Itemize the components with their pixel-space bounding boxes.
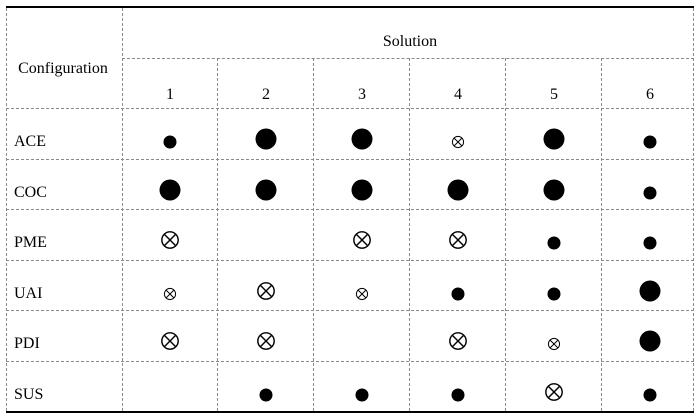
- filled-circle-small-icon: [643, 135, 657, 149]
- circled-x-small-icon: [451, 135, 465, 149]
- column-number: 6: [646, 86, 654, 103]
- solution-header: Solution: [382, 33, 438, 50]
- row-label: SUS: [14, 386, 44, 403]
- filled-circle-large-icon: [639, 280, 661, 302]
- filled-circle-small-icon: [355, 388, 369, 402]
- column-divider: [601, 58, 602, 411]
- row-divider: [6, 159, 694, 160]
- row-label: COC: [14, 184, 47, 201]
- circled-x-small-icon: [163, 287, 177, 301]
- row-label: UAI: [14, 285, 43, 302]
- row-divider: [6, 260, 694, 261]
- filled-circle-small-icon: [259, 388, 273, 402]
- filled-circle-small-icon: [163, 135, 177, 149]
- filled-circle-large-icon: [255, 128, 277, 150]
- circled-x-large-icon: [545, 383, 564, 402]
- filled-circle-small-icon: [547, 236, 561, 250]
- filled-circle-large-icon: [351, 128, 373, 150]
- filled-circle-large-icon: [159, 179, 181, 201]
- column-number: 3: [358, 86, 366, 103]
- column-divider: [217, 58, 218, 411]
- top-rule: [6, 6, 694, 8]
- filled-circle-small-icon: [547, 287, 561, 301]
- column-number: 5: [550, 86, 558, 103]
- filled-circle-small-icon: [643, 388, 657, 402]
- circled-x-small-icon: [355, 287, 369, 301]
- row-label: PDI: [14, 335, 40, 352]
- column-divider: [409, 58, 410, 411]
- circled-x-large-icon: [257, 332, 276, 351]
- column-number: 2: [262, 86, 270, 103]
- filled-circle-large-icon: [543, 128, 565, 150]
- circled-x-large-icon: [449, 231, 468, 250]
- row-label: ACE: [14, 133, 46, 150]
- filled-circle-small-icon: [451, 388, 465, 402]
- filled-circle-small-icon: [643, 236, 657, 250]
- configuration-header: Configuration: [18, 60, 108, 77]
- bottom-rule: [6, 411, 694, 413]
- filled-circle-large-icon: [351, 179, 373, 201]
- filled-circle-large-icon: [255, 179, 277, 201]
- column-divider: [313, 58, 314, 411]
- spanner-rule: [122, 58, 694, 59]
- circled-x-small-icon: [547, 337, 561, 351]
- row-divider: [6, 310, 694, 311]
- row-divider: [6, 209, 694, 210]
- row-label: PME: [14, 234, 47, 251]
- column-divider: [505, 58, 506, 411]
- column-number: 1: [166, 86, 174, 103]
- filled-circle-small-icon: [451, 287, 465, 301]
- circled-x-large-icon: [353, 231, 372, 250]
- column-number: 4: [454, 86, 462, 103]
- filled-circle-large-icon: [543, 179, 565, 201]
- circled-x-large-icon: [257, 282, 276, 301]
- filled-circle-large-icon: [447, 179, 469, 201]
- filled-circle-small-icon: [643, 186, 657, 200]
- circled-x-large-icon: [161, 332, 180, 351]
- filled-circle-large-icon: [639, 330, 661, 352]
- row-divider: [6, 361, 694, 362]
- circled-x-large-icon: [449, 332, 468, 351]
- circled-x-large-icon: [161, 231, 180, 250]
- header-rule: [6, 108, 694, 109]
